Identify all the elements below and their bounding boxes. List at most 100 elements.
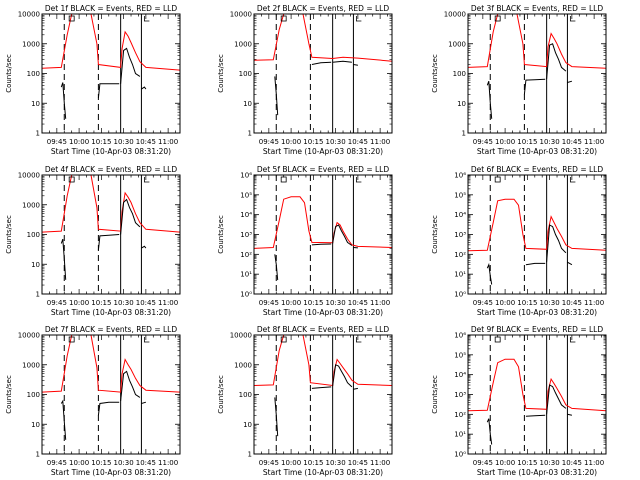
events-series-line [97, 234, 120, 251]
x-tick-label: 10:00 [281, 138, 301, 146]
x-tick-label: 10:00 [69, 299, 89, 307]
detector-panel-5: Det 5f BLACK = Events, RED = LLD Counts/s… [217, 165, 393, 317]
events-series-line [486, 418, 493, 445]
x-tick-label: 10:45 [136, 299, 156, 307]
x-tick-label: 09:45 [473, 459, 493, 467]
corner-marker [355, 177, 362, 183]
detector-panel-2: Det 2f BLACK = Events, RED = LLD Counts/s… [217, 4, 393, 156]
plot-frame [467, 334, 607, 455]
x-tick-label: 10:30 [114, 459, 134, 467]
plot-frame [253, 174, 393, 295]
y-tick-label: 1 [248, 451, 252, 459]
events-series-line [546, 224, 567, 263]
x-tick-label: 10:00 [69, 459, 89, 467]
plot-frame [41, 174, 181, 295]
events-series-line [486, 262, 493, 285]
y-tick-label: 10000 [230, 11, 252, 19]
detector-panel-7: Det 7f BLACK = Events, RED = LLD Counts/s… [5, 325, 181, 477]
y-tick-label: 100 [27, 231, 40, 239]
corner-marker [355, 337, 362, 343]
square-marker [280, 336, 287, 343]
y-tick-label: 1000 [22, 201, 40, 209]
x-tick-label: 11:00 [584, 138, 604, 146]
y-tick-label: 10⁴ [454, 211, 466, 219]
y-tick-label: 10³ [454, 391, 466, 399]
panel-title: Det 1f BLACK = Events, RED = LLD [45, 4, 178, 13]
plot-frame [41, 334, 181, 455]
x-tick-label: 10:30 [540, 138, 560, 146]
events-series-line [525, 262, 546, 266]
x-axis-label: Start Time (10-Apr-03 08:31:20) [477, 147, 597, 156]
y-axis-label: Counts/sec [5, 54, 13, 93]
y-axis-label: Counts/sec [217, 215, 225, 254]
x-tick-label: 10:45 [562, 459, 582, 467]
square-marker [280, 15, 287, 22]
y-tick-label: 10⁵ [454, 351, 466, 359]
lld-series-line [468, 14, 606, 69]
events-series-line [567, 80, 573, 83]
y-axis-label: Counts/sec [217, 54, 225, 93]
x-axis-label: Start Time (10-Apr-03 08:31:20) [263, 147, 383, 156]
y-tick-label: 10000 [18, 332, 40, 340]
x-tick-label: 09:45 [259, 138, 279, 146]
y-tick-label: 10³ [240, 231, 252, 239]
lld-series-line [468, 198, 606, 252]
y-tick-label: 10¹ [240, 271, 252, 279]
x-tick-label: 10:45 [562, 299, 582, 307]
events-series-line [97, 401, 120, 416]
lld-series-line [42, 14, 180, 71]
y-tick-label: 100 [239, 70, 252, 78]
plot-frame [253, 334, 393, 455]
events-series-line [120, 370, 141, 402]
events-series-line [332, 364, 353, 388]
y-tick-label: 1 [248, 130, 252, 138]
y-tick-label: 1000 [234, 361, 252, 369]
events-series-line [311, 386, 332, 389]
events-series-line [567, 413, 572, 416]
x-tick-label: 10:45 [136, 138, 156, 146]
x-tick-label: 10:00 [495, 138, 515, 146]
y-tick-label: 100 [239, 391, 252, 399]
x-tick-label: 10:45 [136, 459, 156, 467]
events-series-line [60, 238, 67, 280]
y-tick-label: 1 [36, 291, 40, 299]
x-tick-label: 10:00 [69, 138, 89, 146]
x-tick-label: 10:15 [303, 459, 323, 467]
y-axis-label: Counts/sec [217, 375, 225, 414]
plot-frame [253, 13, 393, 134]
x-axis-label: Start Time (10-Apr-03 08:31:20) [51, 468, 171, 477]
panel-title: Det 3f BLACK = Events, RED = LLD [471, 4, 604, 13]
panel-title: Det 4f BLACK = Events, RED = LLD [45, 165, 178, 174]
lld-series-line [42, 335, 180, 393]
x-tick-label: 11:00 [584, 299, 604, 307]
x-tick-label: 10:00 [281, 299, 301, 307]
x-tick-label: 10:45 [562, 138, 582, 146]
x-tick-label: 10:15 [91, 138, 111, 146]
y-tick-label: 10 [243, 100, 252, 108]
plot-area [254, 14, 392, 133]
x-tick-label: 09:45 [473, 138, 493, 146]
x-tick-label: 10:00 [495, 459, 515, 467]
square-marker [68, 176, 75, 183]
y-tick-label: 1000 [22, 40, 40, 48]
events-series-line [274, 397, 279, 437]
x-axis-label: Start Time (10-Apr-03 08:31:20) [51, 308, 171, 317]
panel-title: Det 6f BLACK = Events, RED = LLD [471, 165, 604, 174]
y-tick-label: 10 [31, 261, 40, 269]
y-tick-label: 100 [27, 391, 40, 399]
events-series-line [486, 81, 493, 119]
x-tick-label: 10:30 [326, 299, 346, 307]
events-series-line [120, 47, 141, 84]
y-tick-label: 10⁶ [454, 172, 466, 180]
square-marker [280, 176, 287, 183]
y-tick-label: 10² [240, 251, 252, 259]
plot-frame [467, 174, 607, 295]
plot-area [42, 175, 180, 294]
y-axis-label: Counts/sec [431, 375, 439, 414]
corner-marker [569, 337, 576, 343]
x-tick-label: 10:45 [348, 299, 368, 307]
plot-frame [467, 13, 607, 134]
y-tick-label: 10000 [230, 332, 252, 340]
panel-title: Det 9f BLACK = Events, RED = LLD [471, 325, 604, 334]
